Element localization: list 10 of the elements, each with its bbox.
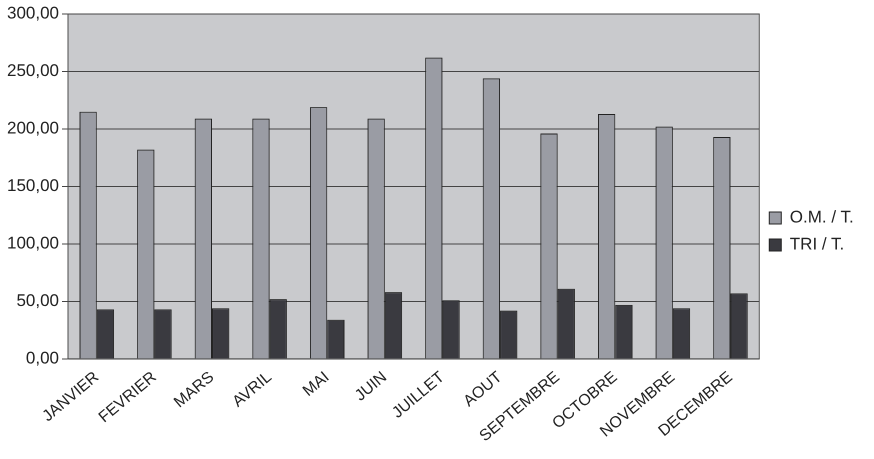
y-tick-label: 300,00 — [6, 4, 59, 23]
y-tick-label: 0,00 — [26, 348, 59, 368]
legend-label: O.M. / T. — [790, 208, 854, 227]
y-tick-label: 250,00 — [6, 61, 59, 80]
y-tick-label: 200,00 — [6, 118, 59, 138]
y-tick-label: 150,00 — [6, 176, 59, 196]
y-tick-label: 50,00 — [16, 291, 59, 310]
x-tick-label: MAI — [300, 368, 333, 400]
legend-label: TRI / T. — [790, 234, 844, 254]
y-tick-label: 100,00 — [6, 234, 59, 253]
